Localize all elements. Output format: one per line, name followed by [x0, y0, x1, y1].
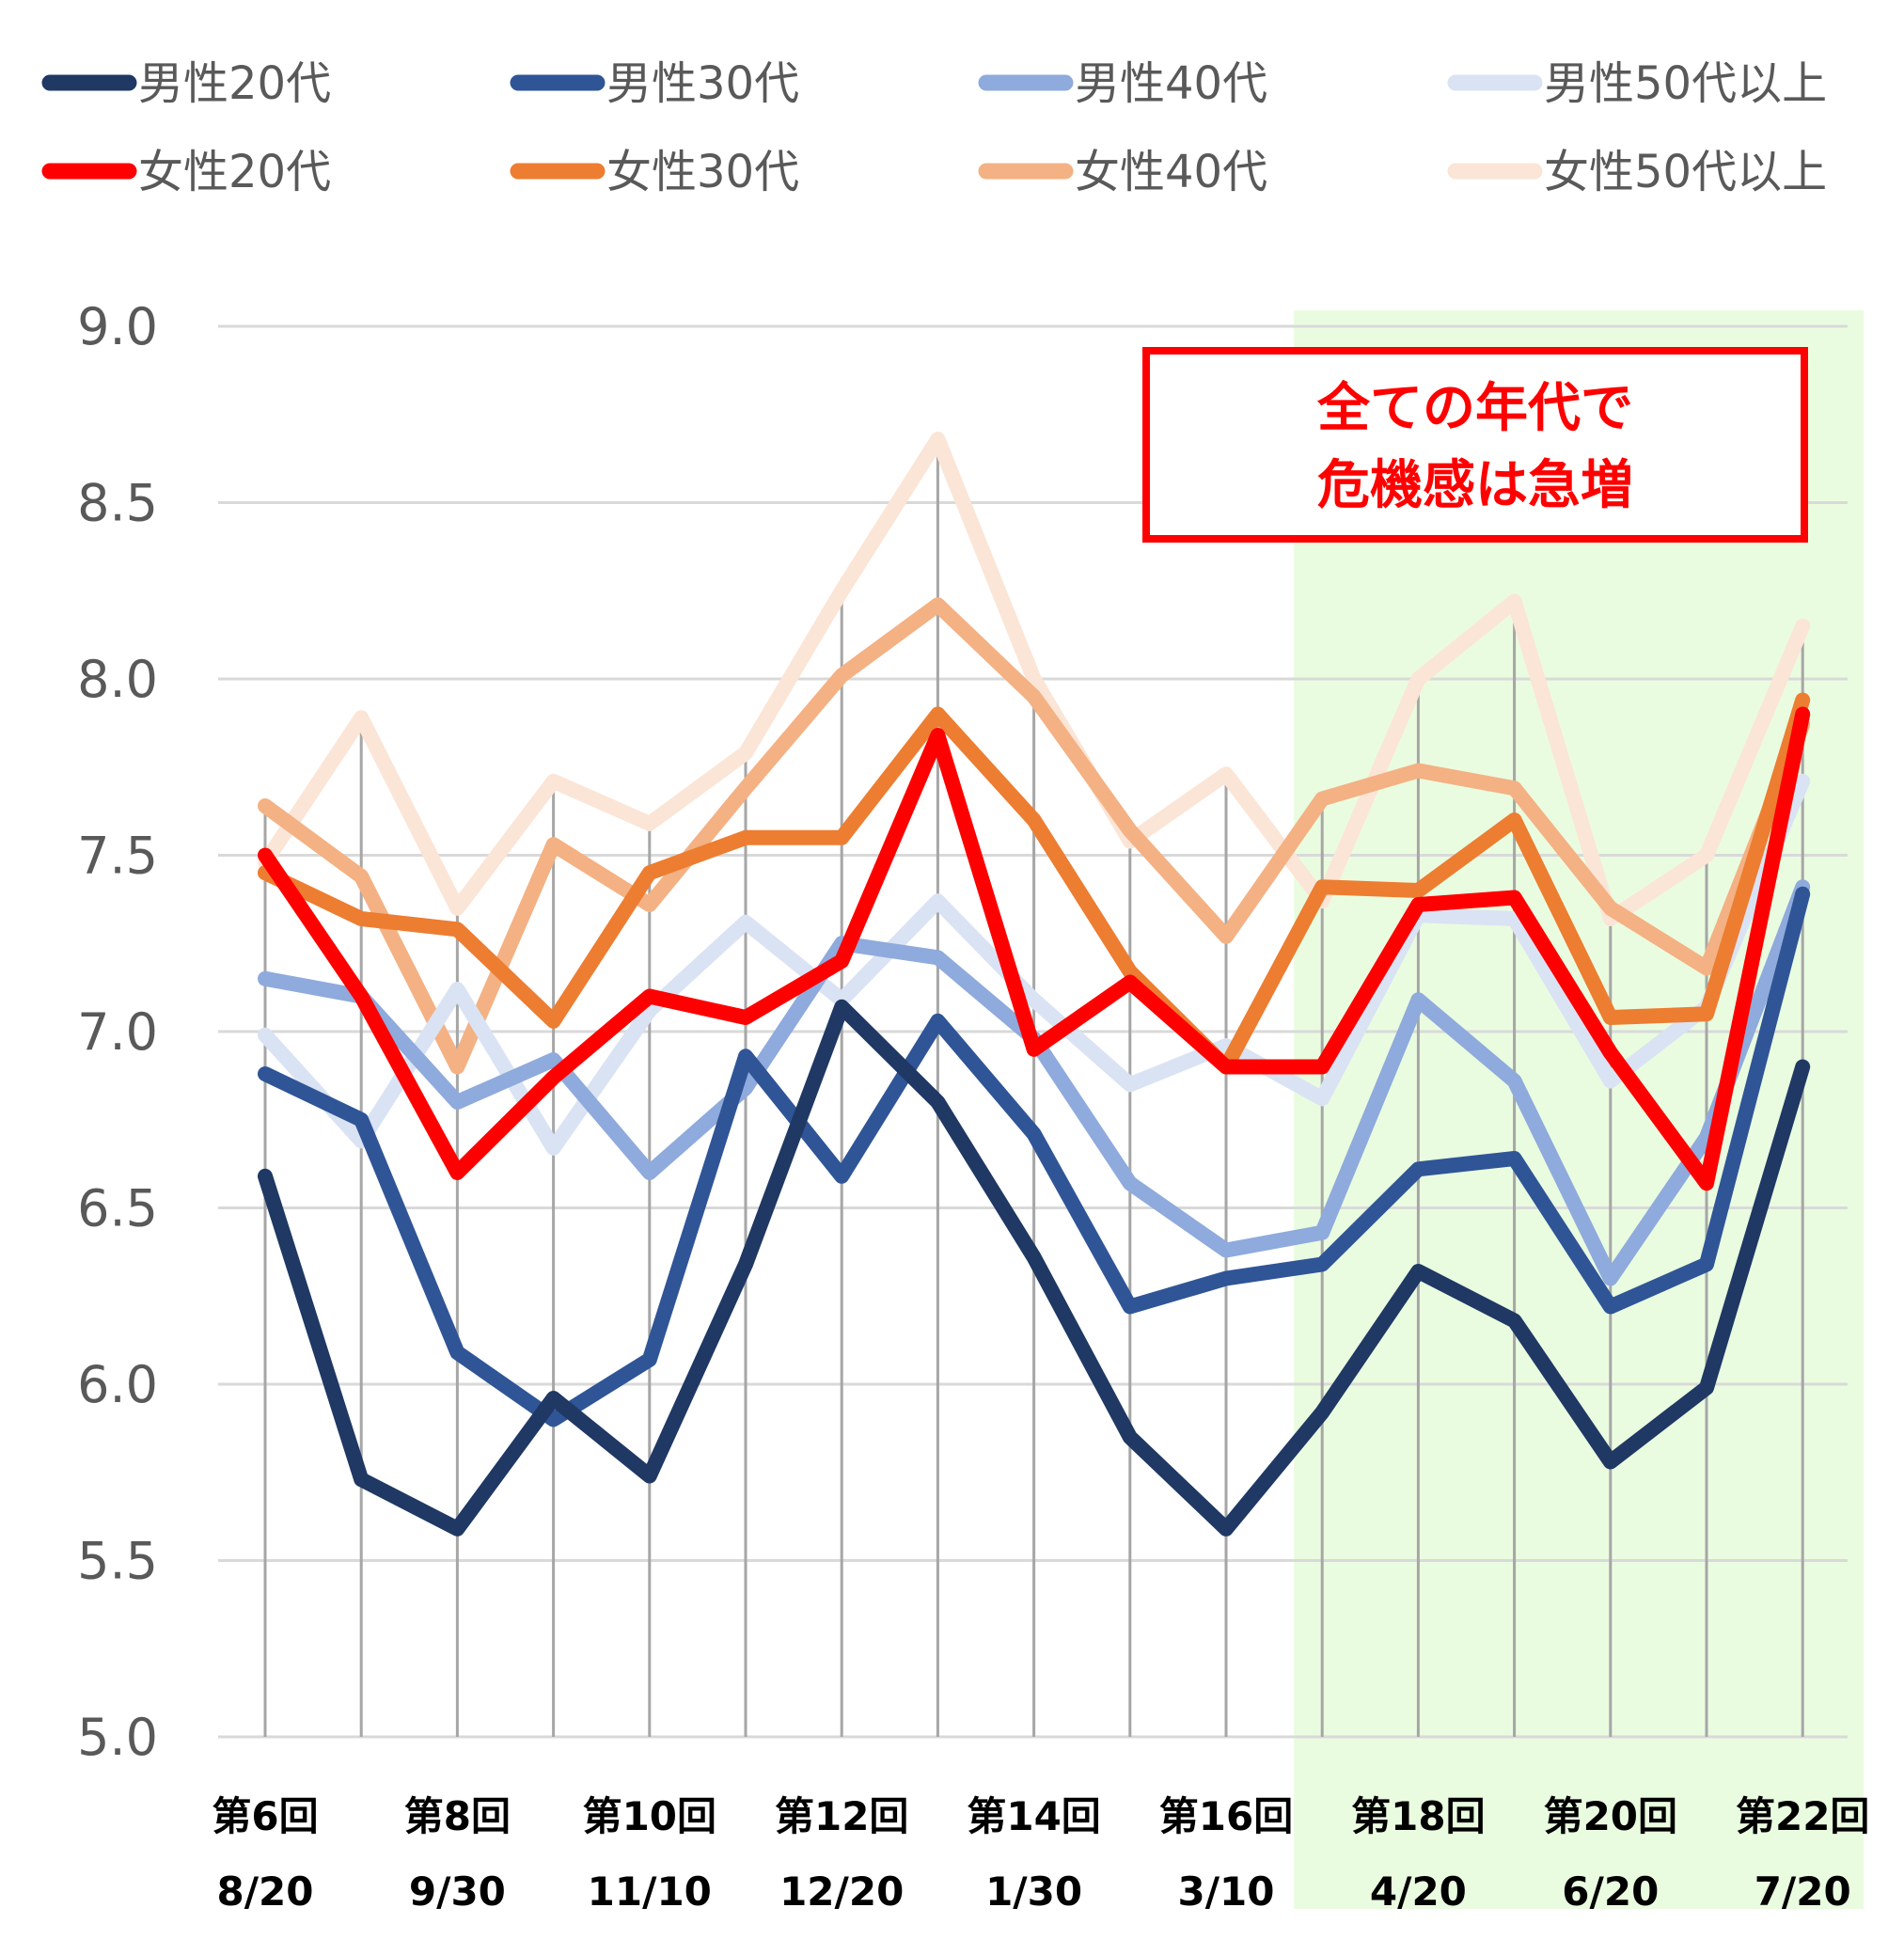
y-tick-label: 6.5 — [77, 1179, 158, 1238]
x-tick-date: 6/20 — [1562, 1868, 1659, 1915]
annotation-line-1: 全ての年代で — [1316, 378, 1633, 439]
annotation-box: 全ての年代で 危機感は急増 — [1142, 347, 1808, 543]
x-tick-date: 12/20 — [779, 1868, 904, 1915]
x-tick-round: 第6回 — [212, 1793, 318, 1839]
y-tick-label: 9.0 — [77, 297, 158, 356]
x-tick-round: 第18回 — [1351, 1793, 1485, 1839]
series-line-4 — [258, 773, 1811, 1156]
x-tick-round: 第12回 — [775, 1793, 908, 1839]
x-tick-date: 4/20 — [1370, 1868, 1467, 1915]
x-tick-round: 第22回 — [1736, 1793, 1869, 1839]
annotation-line-2: 危機感は急増 — [1317, 455, 1633, 516]
legend-label: 女性20代 — [138, 146, 331, 198]
series-lines — [258, 432, 1811, 1537]
y-tick-label: 7.5 — [77, 827, 158, 886]
x-tick-round: 第10回 — [583, 1793, 716, 1839]
legend-label: 男性30代 — [606, 57, 799, 110]
y-tick-label: 8.5 — [77, 474, 158, 533]
y-tick-label: 5.5 — [77, 1532, 158, 1591]
x-tick-date: 7/20 — [1755, 1868, 1851, 1915]
annotation-border — [1142, 347, 1808, 543]
x-tick-date: 11/10 — [588, 1868, 712, 1915]
legend-label: 男性20代 — [138, 57, 331, 110]
highlight-region — [1294, 310, 1864, 1909]
x-tick-date: 8/20 — [216, 1868, 313, 1915]
x-axis: 第6回 8/20 第8回 9/30 第10回 11/10 第12回 12/20 第14回 1/30… — [212, 1793, 1869, 1915]
legend-label: 女性30代 — [606, 146, 799, 198]
x-tick-date: 9/30 — [409, 1868, 506, 1915]
series-line-1 — [258, 999, 1811, 1537]
y-tick-label: 8.0 — [77, 650, 158, 709]
series-line-5 — [258, 706, 1811, 1191]
series-line-2 — [258, 886, 1811, 1427]
x-tick-round: 第16回 — [1159, 1793, 1293, 1839]
series-line-6 — [258, 692, 1811, 1075]
x-tick-round: 第20回 — [1544, 1793, 1677, 1839]
x-tick-date: 1/30 — [985, 1868, 1082, 1915]
legend-label: 男性50代以上 — [1544, 57, 1827, 110]
y-axis: 9.0 8.5 8.0 7.5 7.0 6.5 6.0 5.5 5.0 — [77, 297, 158, 1767]
x-tick-round: 第8回 — [404, 1793, 511, 1839]
legend-label: 男性40代 — [1075, 57, 1267, 110]
x-tick-date: 3/10 — [1177, 1868, 1274, 1915]
legend-label: 女性50代以上 — [1544, 146, 1827, 198]
x-tick-round: 第14回 — [967, 1793, 1100, 1839]
y-tick-label: 5.0 — [77, 1708, 158, 1767]
legend-label: 女性40代 — [1075, 146, 1267, 198]
series-line-8 — [258, 432, 1811, 926]
y-tick-label: 7.0 — [77, 1002, 158, 1062]
series-line-7 — [258, 597, 1811, 1075]
y-tick-label: 6.0 — [77, 1355, 158, 1414]
